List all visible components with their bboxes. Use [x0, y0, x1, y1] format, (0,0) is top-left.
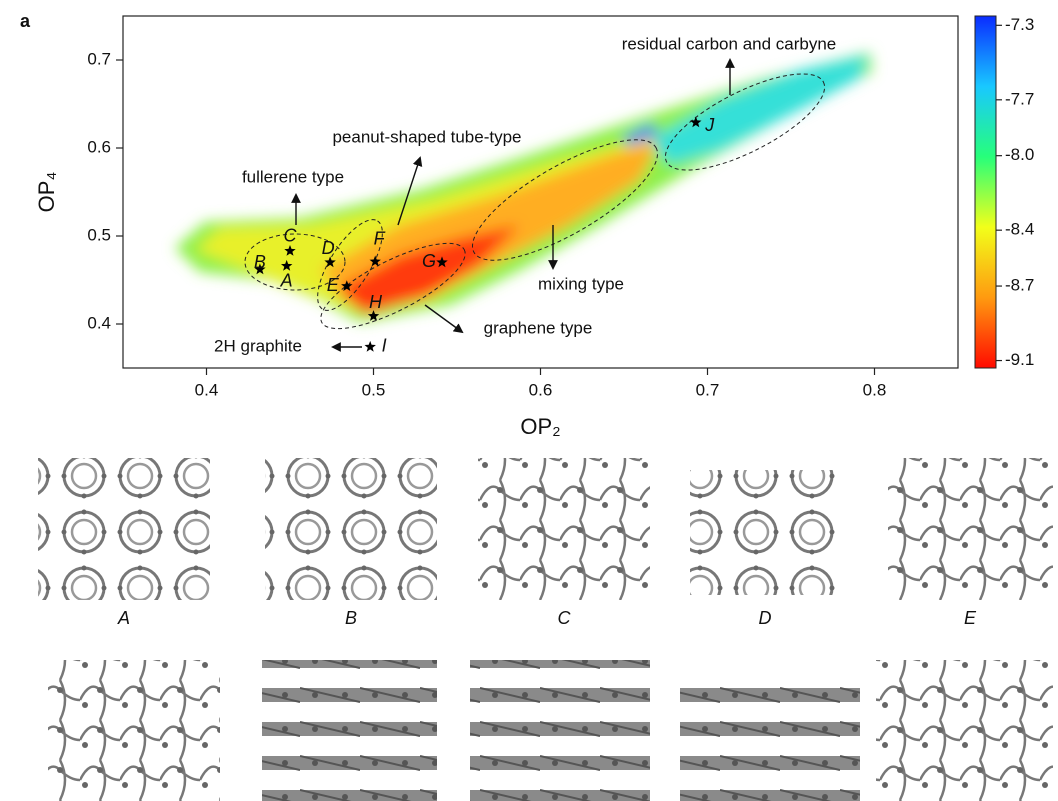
star-point: [367, 310, 380, 321]
annotation: 2H graphite: [214, 336, 302, 355]
colorbar-tick-label: -7.3: [1005, 15, 1034, 34]
star-point: [284, 245, 296, 256]
point-label: E: [327, 275, 340, 295]
point-label: D: [322, 238, 335, 258]
point-label: B: [254, 252, 266, 272]
structure-image: [38, 458, 210, 600]
structure-label: B: [345, 608, 357, 628]
point-label: H: [369, 292, 383, 312]
annotation: mixing type: [538, 274, 624, 293]
structure-image: [470, 660, 650, 801]
structure-image: [680, 672, 860, 801]
structure-image: [265, 458, 437, 600]
colorbar-tick-label: -8.7: [1005, 276, 1034, 295]
structure-label: D: [759, 608, 772, 628]
x-tick-label: 0.7: [696, 380, 720, 399]
colorbar-tick-label: -8.4: [1005, 220, 1034, 239]
structure-image: [48, 660, 220, 801]
star-point: [324, 256, 336, 268]
structure-image: [876, 660, 1053, 801]
y-tick-label: 0.6: [87, 137, 111, 156]
x-tick-label: 0.5: [362, 380, 386, 399]
point-label: J: [704, 115, 715, 135]
point-label: C: [284, 226, 298, 246]
structure-image: [888, 458, 1053, 600]
panel-label: a: [20, 11, 31, 31]
structure-image: [478, 458, 650, 600]
y-tick-label: 0.5: [87, 225, 111, 244]
structure-label: E: [964, 608, 977, 628]
annotation: graphene type: [484, 318, 593, 337]
star-point: [369, 255, 381, 267]
structure-image: [690, 470, 840, 595]
x-tick-label: 0.6: [529, 380, 553, 399]
colorbar-tick-label: -8.0: [1005, 145, 1034, 164]
structure-image: [262, 660, 437, 801]
structure-label: C: [558, 608, 572, 628]
x-axis-label: OP₂: [520, 414, 560, 439]
star-point: [341, 280, 353, 291]
star-point: [254, 263, 266, 275]
point-label: A: [280, 271, 293, 291]
y-tick-label: 0.7: [87, 49, 111, 68]
x-tick-label: 0.8: [863, 380, 887, 399]
annotation: residual carbon and carbyne: [622, 34, 837, 53]
annotation: fullerene type: [242, 167, 344, 186]
colorbar: [974, 15, 997, 369]
star-point: [281, 259, 293, 271]
point-label: G: [422, 251, 436, 271]
colorbar-tick-label: -9.1: [1005, 350, 1034, 369]
point-label: I: [382, 336, 387, 356]
point-label: F: [374, 228, 386, 248]
annotation: peanut-shaped tube-type: [332, 127, 521, 146]
x-tick-label: 0.4: [195, 380, 219, 399]
star-point: [690, 116, 702, 128]
structure-label: A: [117, 608, 130, 628]
y-axis-label: OP₄: [34, 172, 59, 213]
star-point: [364, 340, 376, 352]
density-cloud: [175, 52, 872, 322]
star-point: [436, 256, 448, 268]
y-tick-label: 0.4: [87, 313, 111, 332]
region-outlines: [244, 58, 826, 352]
colorbar-tick-label: -7.7: [1005, 89, 1034, 108]
structures: [38, 458, 1053, 801]
